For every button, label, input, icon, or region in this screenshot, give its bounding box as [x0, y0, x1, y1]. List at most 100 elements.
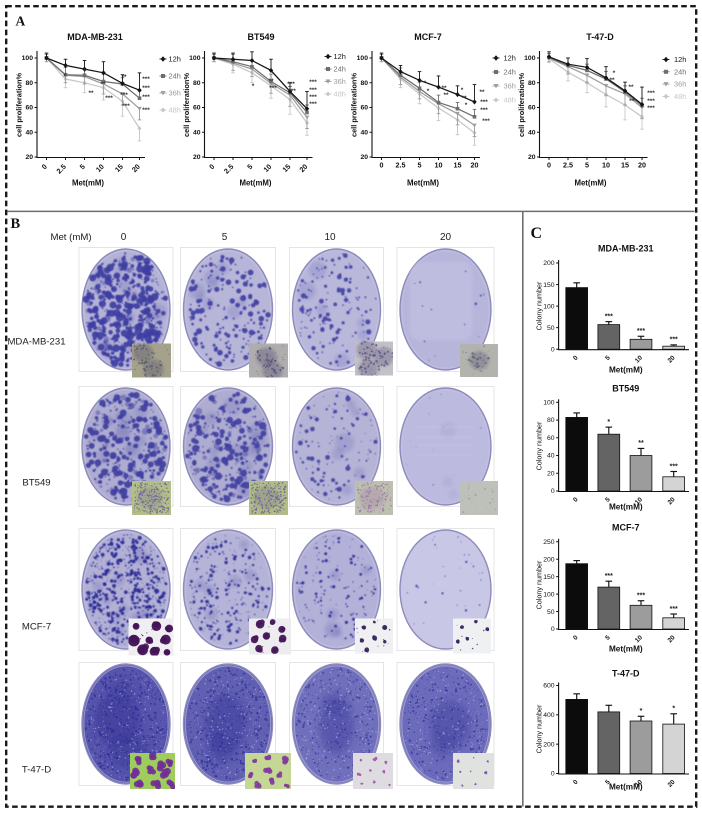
svg-text:100: 100	[22, 55, 34, 62]
svg-text:**: **	[441, 85, 447, 92]
svg-text:**: **	[479, 89, 485, 96]
svg-text:60: 60	[360, 105, 368, 112]
svg-text:0: 0	[207, 162, 216, 171]
svg-text:12h: 12h	[674, 55, 686, 64]
svg-text:48h: 48h	[674, 92, 686, 101]
svg-text:***: ***	[288, 88, 296, 95]
svg-text:**: **	[461, 95, 467, 102]
svg-text:80: 80	[193, 80, 201, 87]
svg-text:100: 100	[524, 55, 536, 62]
svg-text:20: 20	[528, 154, 536, 161]
svg-text:20: 20	[638, 161, 646, 170]
svg-text:0: 0	[121, 232, 127, 243]
svg-text:*: *	[613, 70, 616, 77]
svg-text:*: *	[252, 83, 255, 90]
svg-text:T-47-D: T-47-D	[586, 32, 614, 42]
svg-text:0: 0	[380, 161, 384, 170]
svg-text:cell proliferation%: cell proliferation%	[15, 73, 24, 137]
svg-text:***: ***	[480, 99, 488, 106]
svg-text:***: ***	[309, 94, 317, 101]
svg-text:Met (mM): Met (mM)	[50, 232, 91, 243]
svg-text:36h: 36h	[674, 80, 686, 89]
svg-text:5: 5	[78, 162, 87, 171]
svg-text:***: ***	[105, 95, 113, 102]
svg-text:12h: 12h	[169, 55, 181, 64]
svg-text:40: 40	[193, 129, 201, 136]
svg-text:36h: 36h	[334, 77, 346, 86]
svg-text:**: **	[609, 77, 615, 84]
svg-text:24h: 24h	[674, 67, 686, 76]
svg-text:12h: 12h	[334, 52, 346, 61]
svg-text:**: **	[443, 92, 449, 99]
svg-text:MDA-MB-231: MDA-MB-231	[67, 32, 123, 42]
svg-text:*: *	[84, 69, 87, 76]
svg-text:BT549: BT549	[247, 32, 274, 42]
svg-text:**: **	[88, 90, 94, 97]
svg-text:60: 60	[193, 105, 201, 112]
svg-text:2.5: 2.5	[563, 161, 573, 170]
svg-text:***: ***	[142, 85, 150, 92]
svg-text:40: 40	[528, 129, 536, 136]
svg-text:10: 10	[602, 161, 610, 170]
svg-text:***: ***	[122, 103, 130, 110]
svg-text:10: 10	[435, 161, 443, 170]
svg-text:10: 10	[324, 232, 336, 243]
svg-text:***: ***	[142, 94, 150, 101]
svg-text:***: ***	[142, 107, 150, 114]
svg-text:48h: 48h	[169, 106, 181, 115]
svg-text:2.5: 2.5	[396, 161, 406, 170]
svg-text:5: 5	[585, 161, 589, 170]
svg-text:5: 5	[222, 232, 228, 243]
svg-text:***: ***	[287, 81, 295, 88]
svg-text:***: ***	[647, 90, 655, 97]
svg-text:48h: 48h	[504, 96, 516, 105]
svg-text:12h: 12h	[504, 54, 516, 63]
svg-text:cell proliferation%: cell proliferation%	[350, 73, 359, 137]
svg-text:***: ***	[480, 107, 488, 114]
svg-text:0: 0	[40, 162, 49, 171]
svg-text:*: *	[461, 87, 464, 94]
svg-text:20: 20	[25, 154, 33, 161]
svg-text:20: 20	[193, 154, 201, 161]
svg-text:MCF-7: MCF-7	[414, 32, 442, 42]
svg-text:**: **	[268, 78, 274, 85]
svg-text:0: 0	[547, 161, 551, 170]
svg-text:100: 100	[357, 55, 369, 62]
svg-text:60: 60	[528, 105, 536, 112]
svg-text:36h: 36h	[504, 82, 516, 91]
svg-text:80: 80	[25, 80, 33, 87]
svg-text:Met(mM): Met(mM)	[407, 179, 439, 188]
svg-text:*: *	[424, 80, 427, 87]
svg-text:*: *	[427, 88, 430, 95]
svg-text:**: **	[628, 84, 634, 91]
svg-text:BT549: BT549	[22, 478, 50, 489]
svg-text:*: *	[465, 102, 468, 109]
svg-text:40: 40	[25, 129, 33, 136]
svg-text:40: 40	[360, 129, 368, 136]
svg-text:24h: 24h	[169, 72, 181, 81]
svg-text:***: ***	[142, 76, 150, 83]
svg-text:20: 20	[471, 161, 479, 170]
svg-text:36h: 36h	[169, 89, 181, 98]
svg-text:48h: 48h	[334, 90, 346, 99]
svg-text:***: ***	[269, 85, 277, 92]
svg-text:***: ***	[309, 79, 317, 86]
svg-text:C: C	[531, 225, 543, 242]
svg-text:24h: 24h	[334, 65, 346, 74]
svg-text:Met(mM): Met(mM)	[574, 179, 606, 188]
svg-text:15: 15	[621, 161, 629, 170]
svg-text:80: 80	[360, 80, 368, 87]
svg-text:***: ***	[647, 105, 655, 112]
svg-text:T-47-D: T-47-D	[22, 765, 51, 776]
svg-text:***: ***	[647, 98, 655, 105]
svg-text:24h: 24h	[504, 68, 516, 77]
svg-text:Met(mM): Met(mM)	[72, 179, 104, 188]
svg-text:***: ***	[629, 98, 637, 105]
svg-text:20: 20	[360, 154, 368, 161]
svg-text:***: ***	[120, 92, 128, 99]
svg-text:Met(mM): Met(mM)	[239, 179, 271, 188]
svg-text:B: B	[11, 216, 21, 232]
svg-text:***: ***	[309, 87, 317, 94]
svg-text:cell proliferation%: cell proliferation%	[517, 73, 526, 137]
svg-text:**: **	[121, 74, 127, 81]
